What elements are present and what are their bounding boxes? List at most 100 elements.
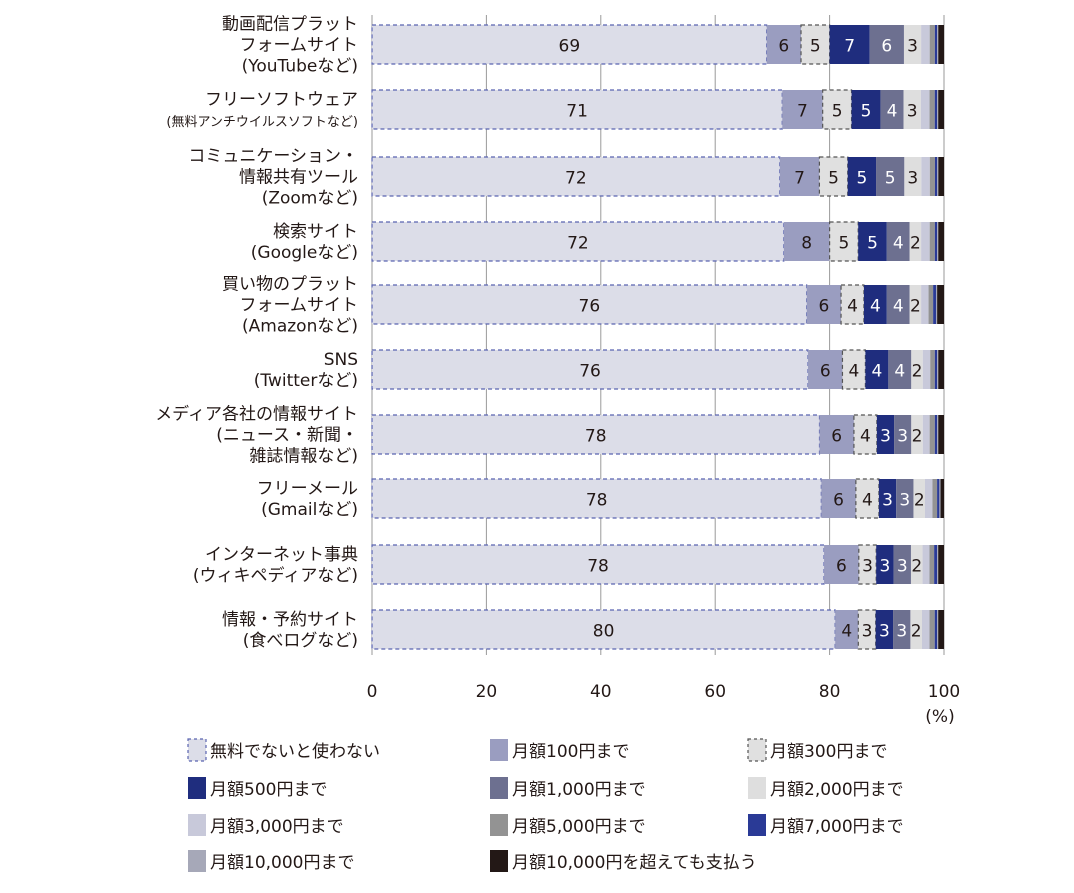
data-label: 7 (794, 169, 805, 189)
bar-segment (869, 25, 904, 64)
bar-segment (929, 545, 935, 584)
data-label: 3 (907, 169, 918, 189)
bar-segment (929, 90, 935, 129)
bar-segment (822, 89, 853, 130)
data-label: 4 (849, 362, 860, 382)
category-label: 情報共有ツール (239, 168, 358, 188)
legend-item: 無料でないと使わない (187, 738, 380, 762)
bar-segment (371, 349, 809, 390)
legend-label: 月額5,000円まで (512, 817, 646, 837)
bar-segment (828, 221, 859, 262)
bar-segment (929, 157, 935, 196)
bar-segment (930, 350, 935, 389)
bar-segment (876, 545, 894, 584)
data-label: 71 (566, 102, 588, 122)
legend-label: 月額2,000円まで (770, 780, 904, 800)
data-label: 4 (893, 297, 904, 317)
bar-segment (937, 90, 939, 129)
bar-segment (818, 156, 849, 197)
data-label: 69 (559, 37, 581, 57)
data-label: 3 (882, 491, 893, 511)
data-label: 76 (579, 362, 601, 382)
bar-segment (924, 479, 933, 518)
bar-segment (935, 285, 938, 324)
data-label: 4 (847, 297, 858, 317)
category-label: メディア各社の情報サイト (155, 404, 358, 425)
bar-segment (922, 350, 931, 389)
legend-item: 月額100円まで (490, 739, 629, 762)
data-label: 78 (585, 427, 607, 447)
bar-segment (819, 415, 854, 454)
bar-segment (888, 350, 912, 389)
legend-label: 月額10,000円まで (210, 853, 354, 873)
legend-item: 月額5,000円まで (490, 814, 646, 837)
bar-segment (371, 609, 836, 650)
x-tick-label: 60 (704, 682, 726, 702)
bar-segment (938, 25, 944, 64)
category-label: 雑誌情報など) (249, 447, 358, 467)
data-label: 6 (818, 297, 829, 317)
data-label: 7 (797, 102, 808, 122)
data-label: 2 (912, 427, 923, 447)
bar-segment (824, 545, 859, 584)
category-label: 買い物のプラット (222, 275, 358, 295)
bar-segment (896, 479, 914, 518)
bar-segment (886, 285, 910, 324)
bar-segment (371, 414, 821, 455)
bar-segment (903, 90, 921, 129)
data-label: 6 (778, 37, 789, 57)
data-label: 2 (911, 622, 922, 642)
legend-swatch (748, 814, 766, 836)
bar-segment (934, 222, 938, 261)
data-label: 5 (810, 37, 821, 57)
bar-segment (937, 222, 939, 261)
bar-segment (938, 222, 944, 261)
bar-segment (806, 285, 842, 324)
bar-row: 72 8 5 5 4 2 (371, 221, 944, 262)
category-label: 動画配信プラット (222, 15, 358, 35)
bar-segment (920, 90, 930, 129)
bar-segment (933, 285, 936, 324)
data-label: 3 (879, 557, 890, 577)
bar-segment (886, 222, 910, 261)
bar-row: 76 6 4 4 4 2 (371, 349, 944, 390)
legend-label: 月額10,000円を超えても支払う (512, 853, 757, 873)
bar-segment (939, 479, 941, 518)
bar-segment (938, 157, 944, 196)
bar-row: 78 6 4 3 3 2 (371, 414, 944, 455)
bar-segment (934, 545, 938, 584)
legend-item: 月額3,000円まで (188, 814, 344, 837)
bar-segment (880, 90, 904, 129)
bar-segment (875, 610, 894, 649)
data-label: 4 (841, 622, 852, 642)
category-label: フォームサイト (240, 296, 359, 316)
legend-swatch (490, 814, 508, 836)
data-label: 4 (894, 362, 905, 382)
data-label: 72 (567, 234, 589, 254)
bar-segment (929, 610, 935, 649)
legend-label: 月額500円まで (210, 780, 327, 800)
bar-segment (921, 25, 930, 64)
data-label: 4 (860, 427, 871, 447)
data-label: 2 (910, 234, 921, 254)
data-label: 5 (828, 169, 839, 189)
data-label: 3 (907, 102, 918, 122)
bar-segment (932, 479, 938, 518)
bar-segment (937, 415, 939, 454)
legend-swatch (188, 814, 206, 836)
bar-segment (940, 479, 944, 518)
data-label: 7 (844, 37, 855, 57)
data-label: 3 (896, 622, 907, 642)
data-label: 5 (832, 102, 843, 122)
x-tick-label: 20 (476, 682, 498, 702)
bar-segment (937, 545, 939, 584)
bar-row: 80 4 3 3 3 2 (371, 609, 944, 650)
bar-segment (855, 478, 880, 519)
category-label: (無料アンチウイルスソフトなど) (166, 115, 358, 130)
bar-segment (937, 479, 940, 518)
category-label: (Googleなど) (251, 243, 358, 263)
bar-segment (903, 25, 922, 64)
category-label: インターネット事典 (205, 545, 358, 565)
legend-swatch (187, 738, 207, 762)
